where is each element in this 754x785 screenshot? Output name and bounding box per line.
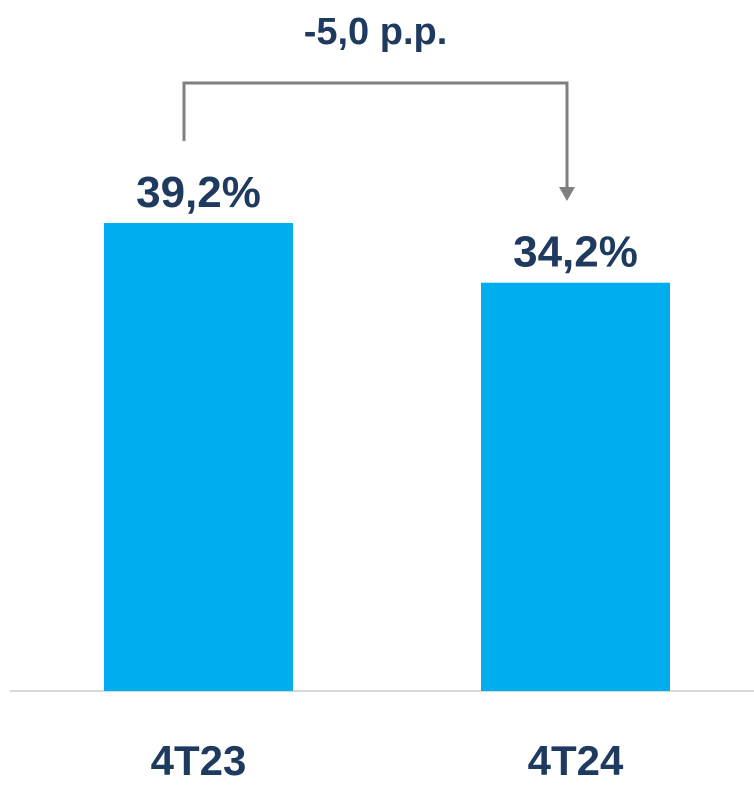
change-annotation-label: -5,0 p.p. — [304, 11, 448, 53]
x-tick-label-4t24: 4T24 — [528, 737, 624, 780]
data-label-4t24: 34,2% — [513, 228, 638, 277]
change-connector-line — [182, 81, 569, 189]
annotation-layer: -5,0 p.p. — [182, 11, 575, 201]
bar-4t24 — [481, 282, 670, 691]
x-tick-label-4t23: 4T23 — [151, 737, 247, 780]
data-label-4t23: 39,2% — [136, 168, 261, 217]
bar-4t23 — [104, 223, 293, 691]
change-arrowhead-icon — [559, 187, 575, 201]
marks-layer: 39,2% 4T23 34,2% 4T24 — [10, 168, 754, 784]
